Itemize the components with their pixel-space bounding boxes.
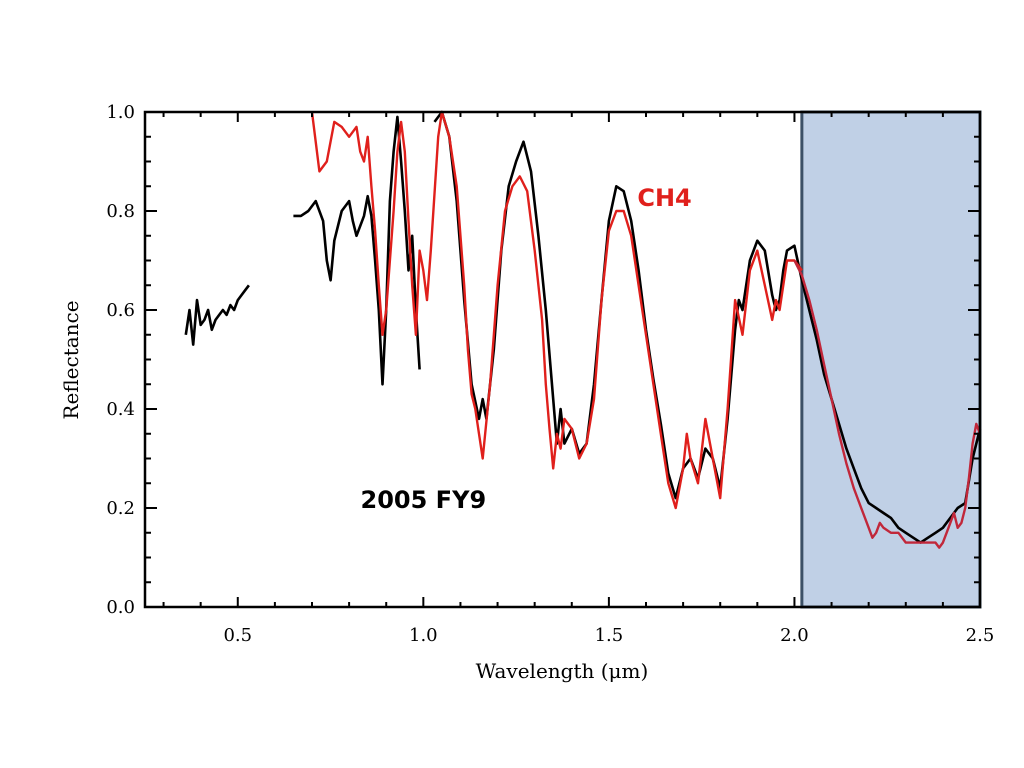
series-layer [184,110,982,549]
x-tick-label: 1.5 [595,625,624,646]
y-tick-label: 0.2 [106,498,135,519]
annotation-label: 2005 FY9 [361,486,487,514]
y-tick-label: 1.0 [106,102,135,123]
y-tick-label: 0.8 [106,201,135,222]
y-tick-label: 0.6 [106,300,135,321]
x-tick-label: 2.5 [966,625,995,646]
series-0-segment-1 [293,115,421,386]
annotations: CH4 2005 FY9 [361,184,692,514]
x-tick-label: 2.0 [780,625,809,646]
y-tick-label: 0.4 [106,399,135,420]
annotation-label: CH4 [637,184,691,212]
series-1-segment-0 [310,110,803,510]
ticks-layer [145,111,981,608]
series-2-segment-0 [793,259,982,549]
tick-labels: 0.5 1.0 1.5 2.0 2.5 0.0 0.2 0.4 0.6 0.8 1.0 [106,102,994,646]
x-axis-title: Wavelength (μm) [476,659,649,683]
y-axis-title: Reflectance [59,300,83,419]
series-0-segment-2 [433,110,982,544]
x-tick-label: 0.5 [223,625,252,646]
x-tick-label: 1.0 [409,625,438,646]
series-0-segment-0 [184,284,250,346]
y-tick-label: 0.0 [106,597,135,618]
